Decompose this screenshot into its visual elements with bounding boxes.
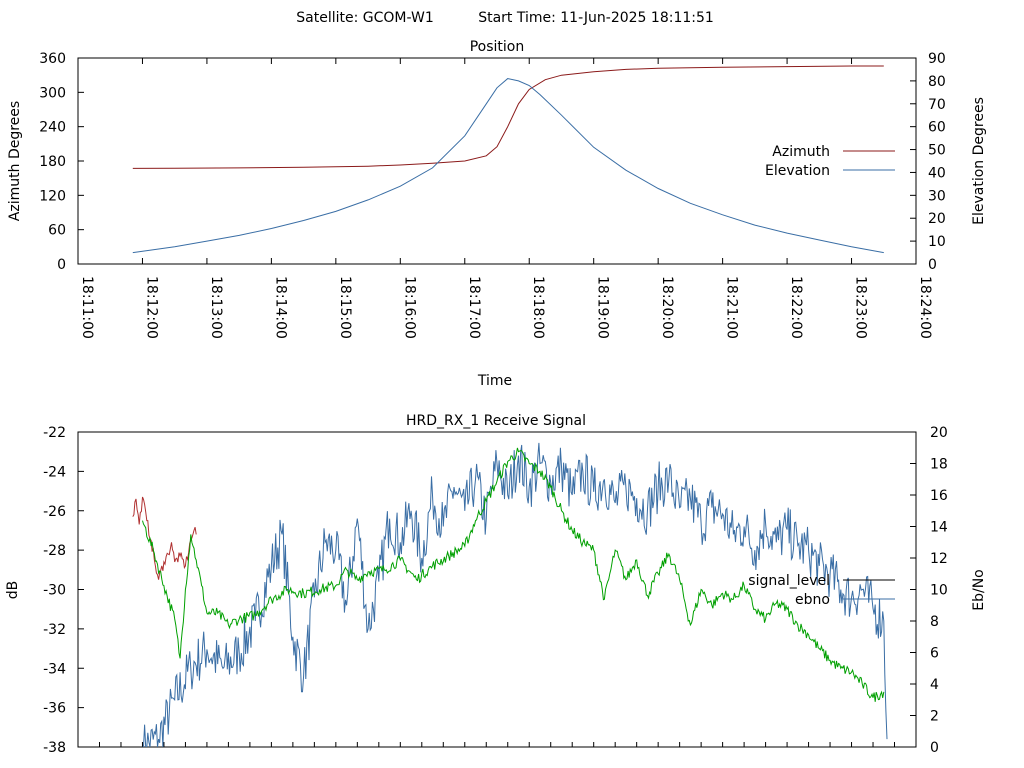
position-xtick-label: 18:13:00 (208, 276, 224, 339)
position-y2tick-label: 90 (928, 51, 946, 67)
position-y2tick-label: 40 (928, 165, 946, 181)
position-xtick-label: 18:19:00 (595, 276, 611, 339)
position-ytick-label: 360 (39, 51, 66, 67)
receive-ytick-label: -22 (43, 425, 66, 441)
receive-y2tick-label: 10 (930, 583, 948, 599)
receive-signal-chart: HRD_RX_1 Receive Signal -38-36-34-32-30-… (5, 413, 987, 756)
legend-label-ebno: ebno (795, 592, 830, 608)
position-xtick-label: 18:20:00 (659, 276, 675, 339)
receive-ytick-label: -24 (43, 464, 66, 480)
series-line-azimuth (132, 65, 884, 169)
position-xtick-label: 18:16:00 (401, 276, 417, 339)
receive-ytick-label: -26 (43, 504, 66, 520)
position-title: Position (470, 39, 525, 55)
position-xtick-label: 18:11:00 (79, 276, 95, 339)
position-chart: Position 0 60 120 180 240 300 360 0 10 20 30 40 50 60… (7, 39, 987, 389)
position-ticks: 0 60 120 180 240 300 360 0 10 20 30 40 50 60 70 80 90 18:… (39, 51, 946, 339)
position-y2tick-label: 70 (928, 97, 946, 113)
receive-ytick-label: -28 (43, 543, 66, 559)
receive-y2tick-label: 8 (930, 614, 939, 630)
receive-ytick-label: -32 (43, 622, 66, 638)
series-line-ebno (142, 442, 888, 747)
receive-y2tick-label: 6 (930, 646, 939, 662)
position-xlabel: Time (477, 373, 512, 389)
position-y2tick-label: 50 (928, 143, 946, 159)
receive-signal-title: HRD_RX_1 Receive Signal (406, 413, 586, 429)
receive-signal-y2label: Eb/No (971, 569, 987, 611)
position-xtick-label: 18:12:00 (143, 276, 159, 339)
position-xtick-label: 18:21:00 (724, 276, 740, 339)
position-xtick-label: 18:15:00 (337, 276, 353, 339)
receive-ytick-label: -36 (43, 701, 66, 717)
position-y2tick-label: 80 (928, 74, 946, 90)
position-ylabel: Azimuth Degrees (7, 101, 23, 221)
position-xtick-label: 18:17:00 (466, 276, 482, 339)
receive-y2tick-label: 12 (930, 551, 948, 567)
receive-series-group (132, 442, 888, 747)
receive-y2tick-label: 0 (930, 740, 939, 756)
position-ytick-label: 300 (39, 85, 66, 101)
position-y2tick-label: 0 (928, 257, 937, 273)
legend-label-azimuth: Azimuth (772, 144, 830, 160)
header-satellite: Satellite: GCOM-W1 (296, 10, 433, 26)
receive-signal-legend: signal_level ebno (748, 573, 895, 608)
position-y2tick-label: 20 (928, 211, 946, 227)
legend-label-elevation: Elevation (765, 163, 830, 179)
receive-signal-plot-area (132, 442, 888, 747)
receive-y2tick-label: 2 (930, 709, 939, 725)
position-ytick-label: 180 (39, 154, 66, 170)
series-line-elevation (132, 78, 884, 254)
receive-y2tick-label: 18 (930, 457, 948, 473)
position-y2tick-label: 30 (928, 188, 946, 204)
receive-signal-ticks: -38 -36 -34 -32 -30 -28 -26 -24 -22 0 2 4 6 8 10 12 14 16… (43, 425, 948, 756)
receive-ytick-label: -38 (43, 740, 66, 756)
position-legend: Azimuth Elevation (765, 144, 895, 179)
position-y2label: Elevation Degrees (971, 97, 987, 225)
position-ytick-label: 120 (39, 188, 66, 204)
position-y2tick-label: 10 (928, 234, 946, 250)
position-ytick-label: 240 (39, 120, 66, 136)
position-plot-frame (77, 57, 917, 265)
position-y2tick-label: 60 (928, 120, 946, 136)
legend-label-signal-level: signal_level (748, 573, 830, 589)
position-ytick-label: 60 (48, 223, 66, 239)
receive-y2tick-label: 14 (930, 520, 948, 536)
receive-signal-ylabel: dB (5, 581, 21, 600)
position-xtick-label: 18:22:00 (788, 276, 804, 339)
series-line-signal-level-green (142, 447, 885, 702)
receive-ytick-label: -34 (43, 661, 66, 677)
position-xtick-label: 18:18:00 (530, 276, 546, 339)
receive-y2tick-label: 20 (930, 425, 948, 441)
position-xtick-label: 18:23:00 (853, 276, 869, 339)
position-xtick-label: 18:14:00 (272, 276, 288, 339)
header-start-time: Start Time: 11-Jun-2025 18:11:51 (478, 10, 714, 26)
receive-ytick-label: -30 (43, 583, 66, 599)
position-ytick-label: 0 (57, 257, 66, 273)
position-xtick-label: 18:24:00 (917, 276, 933, 339)
receive-y2tick-label: 16 (930, 488, 948, 504)
series-line-signal-level-red (132, 496, 197, 580)
position-plot-area (132, 65, 884, 254)
receive-y2tick-label: 4 (930, 677, 939, 693)
